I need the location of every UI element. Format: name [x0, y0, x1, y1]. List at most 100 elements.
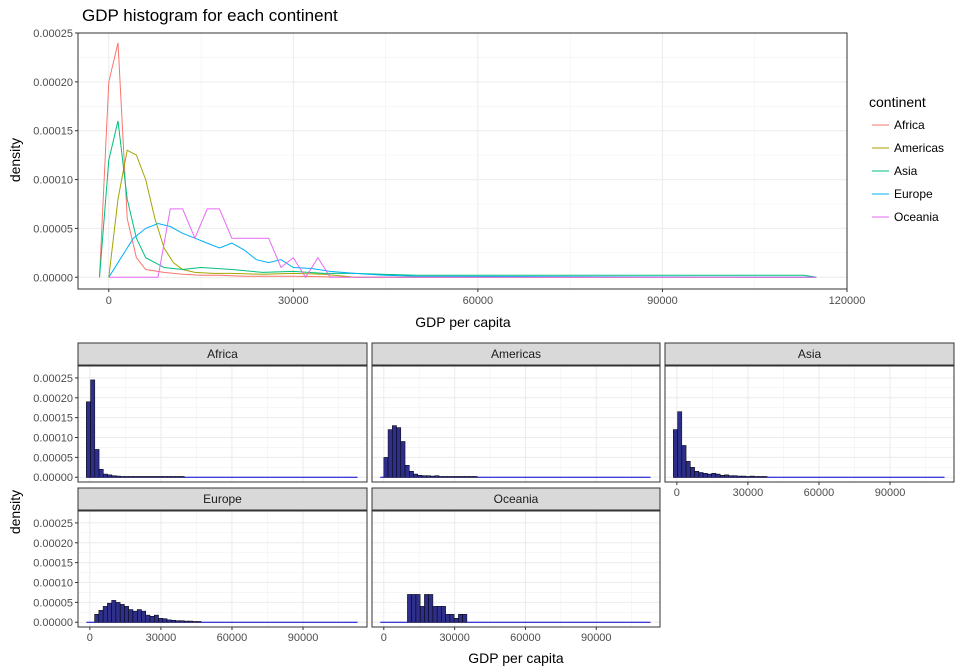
- histogram-bar: [94, 449, 100, 478]
- facet-panel-oceania: Oceania 0 30000 60000 90000: [371, 487, 661, 644]
- top-panel-background: [78, 33, 847, 289]
- histogram-bar: [128, 476, 134, 478]
- histogram-bar: [719, 474, 725, 478]
- histogram-bar: [415, 594, 421, 623]
- histogram-bar: [404, 465, 410, 478]
- histogram-bar: [154, 476, 160, 478]
- histogram-bar: [754, 476, 759, 478]
- top-y-tick-label: 0.00005: [33, 223, 73, 235]
- histogram-bar: [464, 476, 470, 478]
- facet-y-tick-label: 0.00010: [33, 578, 73, 590]
- histogram-bar: [166, 619, 172, 623]
- facet-y-tick-label: 0.00010: [33, 433, 73, 445]
- facet-strip-label: Asia: [798, 347, 822, 361]
- histogram-bar: [119, 604, 125, 623]
- histogram-bar: [702, 473, 708, 478]
- legend-label-europe: Europe: [894, 187, 933, 201]
- facet-x-tick-label: 0: [87, 632, 93, 644]
- top-y-tick-label: 0.00010: [33, 175, 73, 187]
- legend-label-asia: Asia: [894, 164, 918, 178]
- histogram-bar: [158, 618, 164, 623]
- histogram-bar: [86, 401, 91, 478]
- histogram-bar: [732, 475, 738, 478]
- histogram-bar: [472, 476, 478, 478]
- histogram-bar: [132, 610, 138, 623]
- facet-strip-africa: [77, 342, 368, 366]
- facet-y-tick-label: 0.00005: [33, 452, 73, 464]
- histogram-bar: [758, 476, 764, 478]
- histogram-bar: [175, 620, 181, 623]
- histogram-bar: [98, 469, 104, 478]
- facet-strip-europe: [77, 487, 368, 511]
- facet-y-tick-label: 0.00025: [33, 373, 73, 385]
- histogram-bar: [460, 476, 465, 478]
- histogram-bar: [690, 467, 695, 478]
- facet-x-tick-label: 0: [381, 632, 387, 644]
- facet-panel-background: [78, 366, 367, 482]
- histogram-bar: [111, 600, 117, 623]
- histogram-bar: [458, 614, 463, 623]
- facet-strip-label: Oceania: [494, 492, 539, 506]
- facet-y-tick-label: 0.00005: [33, 597, 73, 609]
- histogram-bar: [145, 614, 151, 623]
- histogram-bar: [441, 606, 446, 623]
- histogram-bar: [196, 621, 202, 623]
- facet-panel-background: [665, 366, 954, 482]
- series-line-oceania: [108, 208, 817, 279]
- histogram-bar: [141, 610, 146, 623]
- histogram-bar: [387, 429, 393, 478]
- facet-strip-americas: [371, 342, 661, 366]
- histogram-bar: [432, 606, 438, 623]
- facet-y-tick-label: 0.00015: [33, 413, 73, 425]
- histogram-bar: [107, 602, 112, 623]
- facet-strip-label: Africa: [207, 347, 238, 361]
- histogram-bar: [94, 614, 100, 623]
- histogram-bar: [171, 619, 176, 623]
- facet-y-tick-label: 0.00020: [33, 393, 73, 405]
- histogram-bar: [136, 609, 142, 623]
- histogram-bar: [183, 620, 189, 623]
- histogram-bar: [192, 621, 198, 623]
- top-y-tick-label: 0.00020: [33, 77, 73, 89]
- histogram-bar: [141, 476, 147, 478]
- histogram-bar: [171, 476, 177, 478]
- histogram-bar: [150, 476, 155, 478]
- histogram-bar: [124, 476, 130, 478]
- facet-y-tick-label: 0.00015: [33, 558, 73, 570]
- histogram-bar: [120, 476, 125, 478]
- histogram-bar: [694, 471, 700, 478]
- histogram-bar: [400, 441, 406, 478]
- facet-x-tick-label: 60000: [510, 632, 541, 644]
- histogram-bar: [137, 476, 142, 478]
- facet-histogram-panels: Africa 0.00000 0.00005 0.00010 0.00015 0.0002…: [33, 342, 955, 644]
- facet-x-tick-label: 90000: [875, 487, 906, 499]
- histogram-bar: [737, 475, 742, 478]
- histogram-bar: [749, 475, 755, 478]
- histogram-bar: [419, 606, 425, 623]
- histogram-bar: [685, 461, 691, 478]
- density-line-panel: 0 30000 60000 90000 120000 0.00000 0.00005 0.00…: [33, 28, 865, 307]
- histogram-bar: [677, 411, 683, 478]
- facet-strip-label: Europe: [203, 492, 242, 506]
- histogram-bar: [438, 476, 444, 478]
- histogram-bar: [453, 618, 459, 623]
- top-x-tick-label: 30000: [278, 295, 309, 307]
- histogram-bar: [455, 476, 461, 478]
- histogram-bar: [447, 476, 453, 478]
- top-x-tick-label: 120000: [829, 295, 866, 307]
- facet-strip-asia: [664, 342, 955, 366]
- facet-y-tick-label: 0.00020: [33, 538, 73, 550]
- histogram-bar: [149, 616, 155, 623]
- top-y-tick-label: 0.00000: [33, 272, 73, 284]
- top-x-tick-label: 0: [106, 295, 112, 307]
- facet-strip-label: Americas: [491, 347, 541, 361]
- histogram-bar: [128, 609, 134, 623]
- facet-panel-europe: Europe 0.00000 0.00005 0.00010 0.00015 0.0002…: [33, 487, 368, 644]
- histogram-bar: [407, 594, 412, 623]
- top-x-axis-title: GDP per capita: [415, 314, 511, 330]
- histogram-bar: [98, 610, 104, 623]
- histogram-bar: [462, 614, 468, 623]
- histogram-bar: [449, 614, 455, 623]
- facet-panel-africa: Africa 0.00000 0.00005 0.00010 0.00015 0.0002…: [33, 342, 368, 484]
